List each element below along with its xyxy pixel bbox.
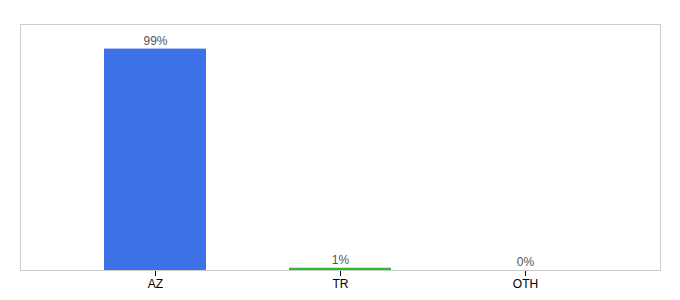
svg-text:99%: 99%: [143, 34, 167, 48]
svg-text:0%: 0%: [517, 255, 535, 269]
svg-text:1%: 1%: [332, 253, 350, 267]
svg-text:TR: TR: [333, 277, 349, 291]
svg-text:AZ: AZ: [148, 277, 163, 291]
svg-text:OTH: OTH: [513, 277, 538, 291]
